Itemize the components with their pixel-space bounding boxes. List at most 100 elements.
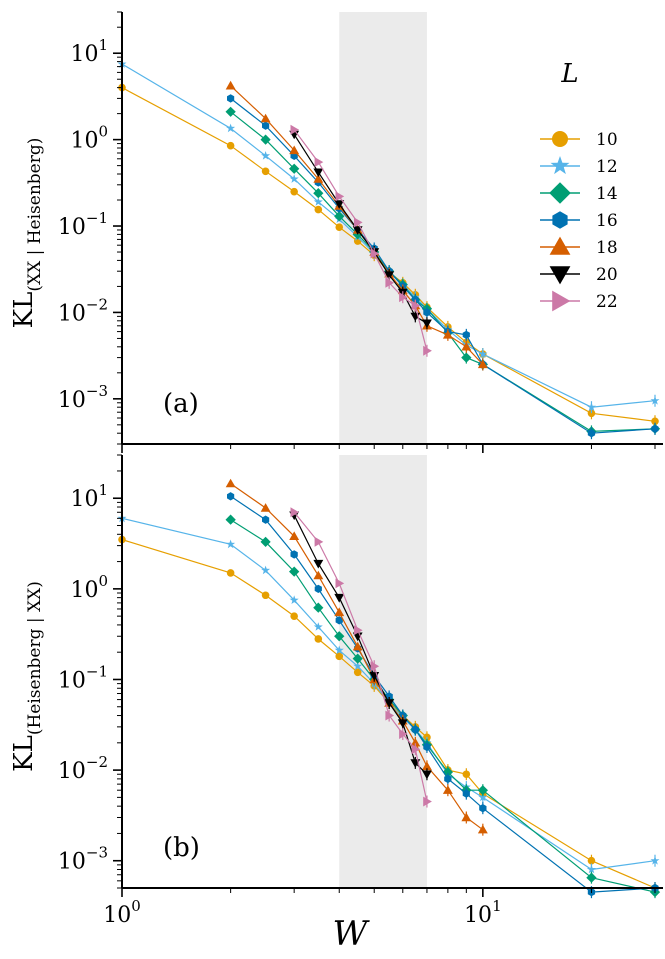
data-point-L14 <box>260 536 271 547</box>
data-point-L16 <box>227 492 235 501</box>
data-point-L12 <box>478 792 488 802</box>
data-point-L18 <box>289 531 300 540</box>
data-point-L12 <box>478 349 488 358</box>
legend-marker-L10 <box>552 131 568 147</box>
data-point-L22 <box>335 578 345 589</box>
legend-label: 14 <box>596 184 618 204</box>
legend-marker-L16 <box>552 211 568 229</box>
legend-entry-L22: 22 <box>540 290 618 312</box>
data-point-L10 <box>290 187 298 196</box>
data-point-L16 <box>262 515 270 524</box>
data-point-L16 <box>444 774 452 784</box>
legend-entry-L20: 20 <box>540 265 618 285</box>
data-point-L12 <box>289 174 299 183</box>
legend-marker-L22 <box>552 290 571 312</box>
data-point-L14 <box>225 106 236 117</box>
data-point-L14 <box>289 566 300 577</box>
data-point-L18 <box>225 80 236 90</box>
data-point-L14 <box>260 134 271 145</box>
data-point-L10 <box>226 569 235 577</box>
data-point-L18 <box>422 761 432 771</box>
legend-marker-L12 <box>550 156 570 175</box>
data-point-L22 <box>290 507 300 518</box>
data-point-L14 <box>289 163 300 174</box>
legend: L 10 12 14 16 18 20 22 <box>540 59 618 312</box>
data-point-L22 <box>314 157 324 167</box>
data-point-L16 <box>411 725 419 734</box>
data-point-L14 <box>442 767 453 778</box>
y-axis-label-b-sub: (Heisenberg | XX) <box>25 581 45 735</box>
data-point-L10 <box>314 635 323 643</box>
data-point-L10 <box>335 652 344 661</box>
data-point-L16 <box>479 804 487 813</box>
legend-marker-L14 <box>549 182 571 204</box>
data-point-L14 <box>352 653 363 664</box>
legend-label: 20 <box>596 265 618 285</box>
data-point-L14 <box>313 602 324 613</box>
data-point-L18 <box>313 174 324 183</box>
data-point-L12 <box>226 539 236 549</box>
series-L16 <box>227 492 659 899</box>
y-axis-label-a: KL(XX | Heisenberg) <box>9 138 45 329</box>
panel-label-a: (a) <box>163 389 199 419</box>
legend-label: 16 <box>596 211 618 231</box>
x-tick-label: 101 <box>464 897 502 928</box>
data-point-L22 <box>399 729 408 739</box>
panel-a: 10−3 10−2 10−1 100 101 (a) KL(XX | Heisenber… <box>9 11 663 453</box>
data-point-L12 <box>650 396 660 405</box>
y-axis-label-a-sub: (XX | Heisenberg) <box>25 138 45 292</box>
data-point-L16 <box>227 94 235 103</box>
data-point-L22 <box>314 536 324 547</box>
legend-label: 10 <box>596 130 618 150</box>
panel-label-b: (b) <box>163 833 200 863</box>
shaded-region-a <box>339 12 427 444</box>
data-point-L18 <box>442 785 453 794</box>
data-point-L20 <box>334 200 345 209</box>
data-point-L12 <box>313 197 323 206</box>
data-point-L14 <box>477 785 488 796</box>
data-point-L16 <box>651 424 659 433</box>
x-tick-label: 100 <box>103 897 141 928</box>
y-tick-label: 10−2 <box>58 295 108 326</box>
data-point-L16 <box>462 330 470 339</box>
y-tick-label: 10−1 <box>58 662 108 693</box>
data-point-L22 <box>385 277 395 288</box>
series-line-L14 <box>230 519 656 893</box>
data-point-L22 <box>423 345 432 356</box>
legend-entry-L12: 12 <box>540 156 618 177</box>
data-point-L22 <box>370 661 380 672</box>
data-point-L18 <box>313 570 324 580</box>
x-axis-label: W <box>333 914 371 954</box>
data-point-L12 <box>313 622 323 631</box>
data-point-L20 <box>313 559 324 569</box>
data-point-L16 <box>587 429 596 438</box>
y-axis-label-b-main: KL <box>9 735 39 772</box>
legend-marker-L18 <box>549 236 571 255</box>
legend-entry-L18: 18 <box>540 236 618 258</box>
data-point-L20 <box>384 699 395 708</box>
data-point-L16 <box>314 584 322 593</box>
series-line-L16 <box>230 495 656 893</box>
data-point-L10 <box>462 770 471 779</box>
data-point-L12 <box>226 123 236 133</box>
y-tick-label: 10−1 <box>58 209 108 240</box>
data-point-L16 <box>262 121 270 130</box>
series-L22 <box>290 507 432 808</box>
panel-b: 10−3 10−2 10−1 100 101 100 101 (b) KL(Heisenbe… <box>9 454 663 954</box>
data-point-L10 <box>226 141 235 150</box>
data-point-L20 <box>397 719 408 729</box>
data-point-L10 <box>314 205 323 214</box>
data-point-L12 <box>650 856 660 865</box>
data-point-L10 <box>651 417 659 426</box>
legend-marker-L20 <box>549 266 571 285</box>
data-point-L18 <box>461 812 472 822</box>
data-point-L10 <box>261 591 270 600</box>
data-point-L12 <box>586 402 596 411</box>
legend-title: L <box>560 59 578 89</box>
y-axis-label-a-main: KL <box>9 292 39 329</box>
data-point-L12 <box>334 645 344 655</box>
data-point-L22 <box>423 796 432 807</box>
data-point-L18 <box>410 737 421 747</box>
y-tick-label: 10−3 <box>58 382 108 413</box>
data-point-L18 <box>260 503 271 512</box>
